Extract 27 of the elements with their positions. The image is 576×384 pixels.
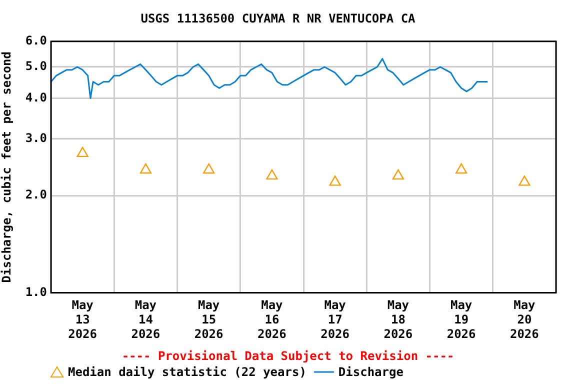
point [518,176,530,186]
x-tick-label: May 16 2026 [257,298,286,341]
point [76,146,88,158]
y-tick-label: 4.0 [25,90,47,104]
point [203,163,215,174]
x-tick-label: May 13 2026 [68,298,98,341]
point [456,163,468,174]
chart-title: USGS 11136500 CUYAMA R NR VENTUCOPA CA [140,11,416,26]
y-tick-label: 3.0 [25,130,47,145]
x-tick-label: May 20 2026 [510,298,539,341]
point [392,169,404,180]
x-tick-label: May 18 2026 [384,298,413,341]
x-tick-label: May 19 2026 [446,298,476,341]
y-tick-label: 5.0 [25,59,47,74]
x-tick-label: May 15 2026 [194,298,224,341]
y-tick-label: 6.0 [25,34,47,48]
point [329,176,341,186]
legend-label: Discharge [338,365,404,379]
point [140,163,152,174]
y-tick-label: 2.0 [25,188,47,202]
y-tick-label: 1.0 [25,284,47,299]
text: ---- Provisional Data Subject to Revision ---- [120,349,456,363]
legend-label: Median daily statistic (22 years) [68,365,306,379]
x-tick-label: May 14 2026 [131,298,160,341]
point [266,169,278,180]
y-axis-title: Discharge, cubic feet per second [0,52,14,283]
x-tick-label: May 17 2026 [320,298,350,341]
